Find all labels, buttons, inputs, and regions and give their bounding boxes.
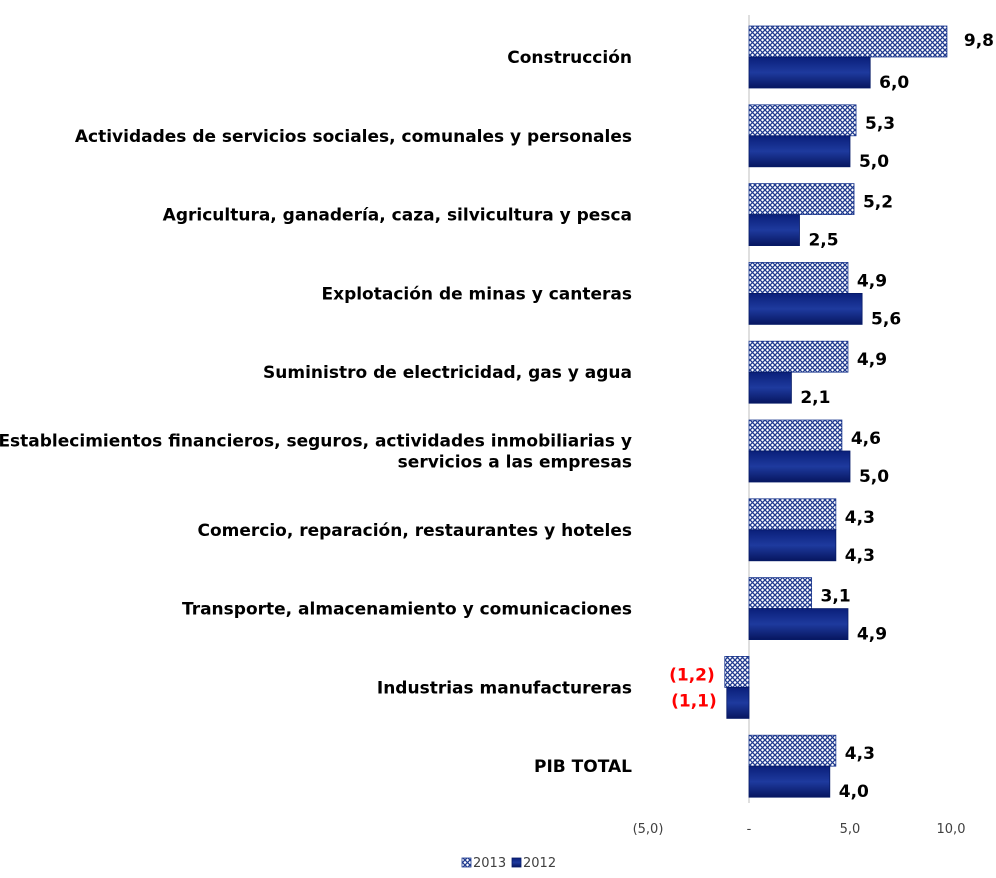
value-label: 4,9	[857, 350, 887, 370]
value-label: 4,3	[845, 744, 875, 764]
bar-2012	[749, 766, 830, 797]
bar-2012	[749, 609, 848, 640]
value-label: 5,0	[859, 152, 889, 172]
chart-marks: Construcción 9,8 6,0 Actividades de servici…	[0, 15, 994, 837]
bar-2012	[749, 530, 836, 561]
value-label: 5,0	[859, 467, 889, 487]
value-label: 4,3	[845, 508, 875, 528]
value-label: 6,0	[879, 73, 909, 93]
bar-2013	[725, 656, 749, 687]
legend-label-2012: 2012	[523, 856, 556, 871]
value-label: 5,3	[865, 114, 895, 134]
category-label: Industrias manufactureras	[377, 678, 632, 698]
x-tick-label: 10,0	[937, 822, 966, 837]
category-label: servicios a las empresas	[398, 453, 632, 473]
value-label: 9,8	[964, 31, 994, 51]
x-tick-label: 5,0	[840, 822, 861, 837]
bar-2013	[749, 341, 848, 372]
category-label: Transporte, almacenamiento y comunicacio…	[182, 600, 632, 620]
value-label: 4,0	[839, 782, 869, 802]
bar-2013	[749, 105, 856, 136]
bar-2013	[749, 420, 842, 451]
value-label: (1,1)	[671, 691, 717, 711]
legend-swatch-2012	[512, 858, 521, 867]
value-label: 3,1	[821, 587, 851, 607]
category-label: Construcción	[507, 48, 632, 68]
category-label: Agricultura, ganadería, caza, silvicultu…	[163, 206, 632, 226]
value-label: 2,1	[800, 388, 830, 408]
category-label: Comercio, reparación, restaurantes y hot…	[197, 521, 632, 541]
legend: 2013 2012	[462, 856, 556, 871]
value-label: 2,5	[808, 231, 838, 251]
category-label: Establecimientos financieros, seguros, a…	[0, 432, 632, 452]
value-label: 4,6	[851, 429, 881, 449]
x-tick-label: -	[747, 822, 752, 837]
value-label: (1,2)	[669, 665, 715, 685]
x-tick-label: (5,0)	[633, 822, 664, 837]
category-label: PIB TOTAL	[534, 757, 632, 777]
bar-2013	[749, 184, 854, 215]
legend-swatch-2013	[462, 858, 471, 867]
category-label: Explotación de minas y canteras	[321, 284, 632, 304]
bar-2012	[749, 451, 850, 482]
category-label: Actividades de servicios sociales, comun…	[75, 127, 632, 147]
value-label: 4,9	[857, 271, 887, 291]
bar-2013	[749, 499, 836, 530]
bar-2013	[749, 735, 836, 766]
bar-2013	[749, 578, 812, 609]
bar-2012	[749, 57, 870, 88]
category-label: Suministro de electricidad, gas y agua	[263, 363, 632, 383]
value-label: 5,2	[863, 193, 893, 213]
legend-label-2013: 2013	[473, 856, 506, 871]
value-label: 5,6	[871, 309, 901, 329]
value-label: 4,3	[845, 546, 875, 566]
bar-2013	[749, 262, 848, 293]
bar-2012	[749, 215, 800, 246]
bar-2012	[749, 136, 850, 167]
value-label: 4,9	[857, 625, 887, 645]
bar-2012	[749, 372, 791, 403]
bar-2013	[749, 26, 947, 57]
bar-2012	[727, 687, 749, 718]
bar-2012	[749, 293, 862, 324]
